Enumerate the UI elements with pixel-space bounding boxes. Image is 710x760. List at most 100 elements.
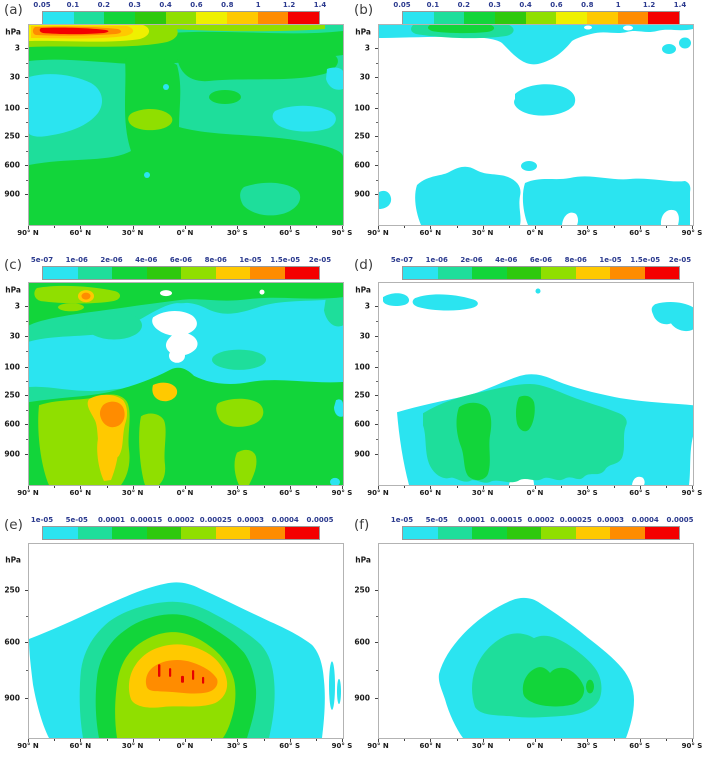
x-axis-tick-label: 60° S xyxy=(279,742,301,750)
colorbar-ticks-d: 5e-07 1e-06 2e-06 4e-06 6e-06 8e-06 1e-05 1.5e-… xyxy=(391,256,691,265)
y-axis-title: hPa xyxy=(5,27,21,37)
x-axis-tick-mark xyxy=(289,739,291,742)
y-axis-e: hPa 250 600 900 xyxy=(0,543,29,737)
y-axis-tick-mark xyxy=(375,335,379,337)
colorbar-swatch xyxy=(250,267,285,279)
y-axis-tick-mark xyxy=(375,77,379,78)
colorbar-swatch xyxy=(112,267,147,279)
colorbar-swatch xyxy=(506,267,541,279)
x-axis-tick-mark xyxy=(692,739,693,742)
x-axis-tick-mark xyxy=(80,226,82,229)
colorbar-tick-label: 0.0003 xyxy=(596,516,625,524)
x-axis-tick-mark xyxy=(80,486,82,489)
y-axis-f: hPa 250 600 900 xyxy=(350,543,379,737)
x-axis-tick-mark xyxy=(613,486,615,488)
colorbar-tick-label: 0.0004 xyxy=(271,516,299,524)
x-axis-tick-mark xyxy=(80,739,82,742)
y-axis-tick-mark xyxy=(25,641,29,643)
x-axis-tick-mark xyxy=(404,486,406,488)
x-axis-tick-mark xyxy=(289,486,291,489)
x-axis-tick-mark xyxy=(639,486,641,489)
x-axis-tick-label: 30° N xyxy=(471,489,494,497)
y-axis-minor-tick-mark xyxy=(26,320,29,322)
x-axis-tick-label: 60° N xyxy=(69,229,92,237)
x-axis-tick-mark xyxy=(263,739,265,741)
colorbar-b: 0.05 0.1 0.2 0.3 0.4 0.6 0.8 1 1.2 1.4 xyxy=(393,1,686,25)
colorbar-swatch xyxy=(104,12,136,24)
y-axis-minor-tick-mark xyxy=(26,670,29,672)
colorbar-swatch xyxy=(556,12,588,24)
x-axis-tick-mark xyxy=(132,226,134,229)
colorbar-tick-label: 2e-05 xyxy=(308,256,332,264)
y-axis-tick-label: 600 xyxy=(4,637,20,647)
y-axis-tick-mark xyxy=(375,395,379,397)
y-axis-minor-tick-mark xyxy=(376,615,379,617)
colorbar-tick-label: 0.2 xyxy=(97,1,110,9)
colorbar-swatch xyxy=(43,527,78,539)
x-axis-tick-mark xyxy=(482,226,484,229)
x-axis-tick-mark xyxy=(482,739,484,742)
colorbar-swatch xyxy=(403,267,438,279)
y-axis-tick-mark xyxy=(25,48,29,49)
x-axis-tick-mark xyxy=(342,739,343,742)
colorbar-a: 0.05 0.1 0.2 0.3 0.4 0.6 0.8 1 1.2 1.4 xyxy=(33,1,326,25)
x-axis-tick-mark xyxy=(561,226,563,228)
y-axis-minor-tick-mark xyxy=(26,122,29,123)
y-axis-tick-label: 600 xyxy=(354,160,370,170)
colorbar-tick-label: 4e-06 xyxy=(135,256,158,264)
x-axis-tick-mark xyxy=(508,486,510,488)
colorbar-ticks-f: 1e-05 5e-05 0.0001 0.00015 0.0002 0.00025 0.00… xyxy=(391,516,694,525)
colorbar-tick-label: 0.0003 xyxy=(236,516,265,524)
x-axis-tick-label: 90° S xyxy=(681,742,703,750)
y-axis-tick-mark xyxy=(25,108,29,109)
x-axis-tick-label: 30° N xyxy=(471,742,494,750)
y-axis-tick-mark xyxy=(375,306,379,308)
colorbar-swatch xyxy=(250,527,285,539)
colorbar-tick-label: 5e-05 xyxy=(425,516,448,524)
x-axis-tick-mark xyxy=(237,486,239,489)
x-axis-tick-mark xyxy=(378,739,379,742)
y-axis-tick-mark xyxy=(25,453,29,455)
colorbar-tick-label: 1e-05 xyxy=(239,256,262,264)
colorbar-tick-label: 2e-06 xyxy=(460,256,483,264)
contour-svg-b xyxy=(379,25,693,225)
y-axis-b: hPa 3 30 100 250 600 900 xyxy=(350,24,379,224)
y-axis-tick-label: 600 xyxy=(4,419,20,429)
x-axis-tick-mark xyxy=(106,486,108,488)
y-axis-tick-mark xyxy=(25,77,29,78)
y-axis-tick-mark xyxy=(25,366,29,368)
x-axis-tick-mark xyxy=(665,226,667,228)
y-axis-tick-label: 250 xyxy=(4,131,20,141)
colorbar-swatch xyxy=(215,267,250,279)
x-axis-tick-mark xyxy=(158,739,160,741)
contour-plot-b xyxy=(378,24,694,226)
colorbar-e: 1e-05 5e-05 0.0001 0.00015 0.0002 0.00025 0.00… xyxy=(31,516,334,540)
y-axis-tick-mark xyxy=(375,108,379,109)
colorbar-swatch xyxy=(472,267,507,279)
x-axis-tick-label: 30° N xyxy=(471,229,494,237)
colorbar-swatch xyxy=(506,527,541,539)
x-axis-tick-mark xyxy=(106,739,108,741)
x-axis-tick-mark xyxy=(587,739,589,742)
x-axis-tick-mark xyxy=(535,739,536,742)
colorbar-swatch xyxy=(135,12,166,24)
y-axis-minor-tick-mark xyxy=(376,409,379,411)
x-axis-tick-label: 90° S xyxy=(331,742,353,750)
y-axis-tick-mark xyxy=(25,335,29,337)
panel-label-c: (c) xyxy=(4,257,22,273)
y-axis-tick-mark xyxy=(25,424,29,426)
y-axis-tick-label: 250 xyxy=(4,585,20,595)
contour-plot-e xyxy=(28,543,344,739)
contour-svg-a xyxy=(29,25,343,225)
colorbar-tick-label: 0.05 xyxy=(33,1,51,9)
colorbar-tick-label: 1.4 xyxy=(673,1,687,9)
y-axis-tick-mark xyxy=(25,306,29,308)
colorbar-swatch xyxy=(403,527,438,539)
y-axis-tick-mark xyxy=(25,165,29,166)
x-axis-tick-mark xyxy=(639,226,641,229)
y-axis-tick-mark xyxy=(375,698,379,700)
colorbar-tick-label: 8e-06 xyxy=(564,256,587,264)
y-axis-tick-label: 900 xyxy=(354,693,370,703)
colorbar-tick-label: 0.0004 xyxy=(631,516,659,524)
